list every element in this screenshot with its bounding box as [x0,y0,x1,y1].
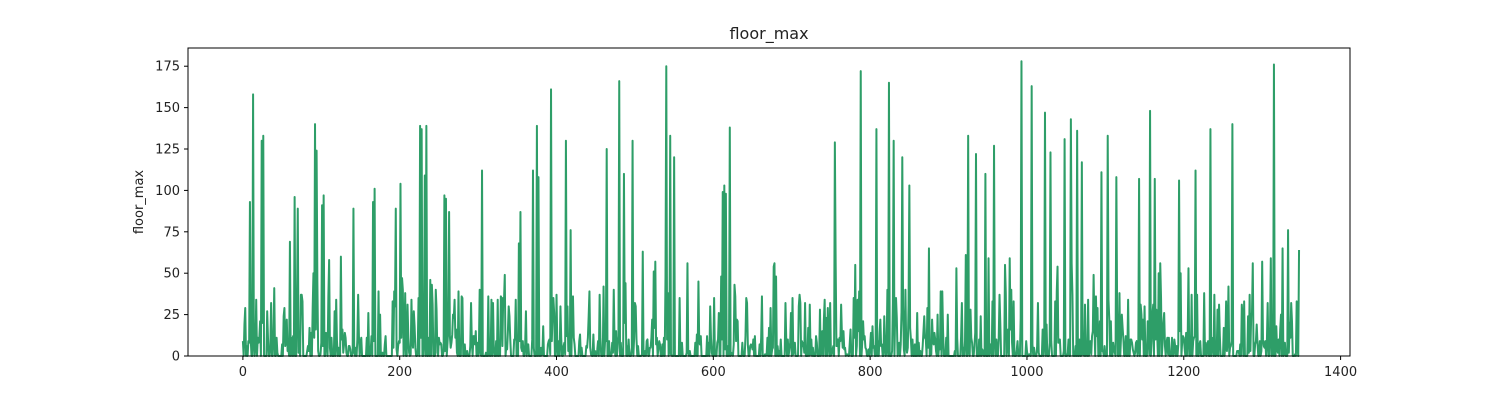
y-tick-label: 25 [163,308,180,323]
y-tick-label: 50 [163,267,180,282]
x-tick-label: 600 [701,365,726,380]
y-tick-label: 0 [172,350,180,365]
y-tick-label: 175 [155,60,180,75]
x-axis: 0 200 400 600 800 1000 1200 1400 [239,356,1357,380]
plot-area [241,60,1301,357]
x-tick-label: 1200 [1167,365,1200,380]
y-tick-label: 75 [163,225,180,240]
y-axis-label: floor_max [132,170,147,235]
x-tick-label: 800 [858,365,883,380]
y-tick-label: 125 [155,143,180,158]
series-line [241,60,1301,357]
y-tick-label: 150 [155,101,180,116]
x-tick-label: 0 [239,365,247,380]
plot-frame [187,47,1351,357]
x-tick-label: 1400 [1324,365,1357,380]
y-axis: 0 25 50 75 100 125 150 175 [155,60,188,365]
x-tick-label: 200 [387,365,412,380]
x-tick-label: 400 [544,365,569,380]
y-tick-label: 100 [155,184,180,199]
chart-title: floor_max [729,24,808,44]
x-tick-label: 1000 [1010,365,1043,380]
